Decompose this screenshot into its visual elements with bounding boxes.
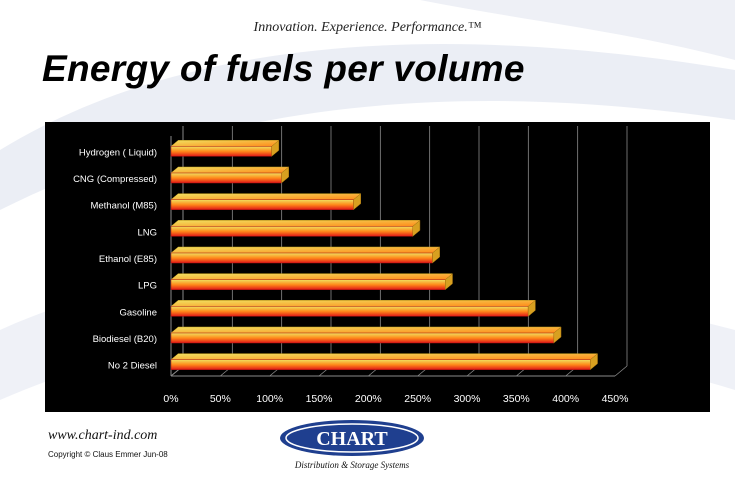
copyright-notice: Copyright © Claus Emmer Jun-08 [48,450,168,459]
x-tick-label: 50% [210,393,231,405]
bar [170,199,354,210]
bar [170,252,433,264]
page-title: Energy of fuels per volume [42,48,525,89]
tagline: Innovation. Experience. Performance.™ [253,20,482,35]
category-label: LPG [138,281,157,292]
bar-end-face [527,299,536,317]
x-tick-label: 250% [404,393,431,405]
bar [170,332,555,344]
bar-chart: 0% 50% 100% 150% 200% 250% 300% 350% 400% 450% Hyd… [73,126,629,405]
bar-end-face [445,273,453,291]
bar-end-face [281,166,289,184]
x-tick-label: 350% [503,393,530,405]
bar-end-face [553,326,562,344]
bar [170,279,446,290]
category-label: Biodiesel (B20) [93,334,157,345]
chart-logo: CHART [280,420,424,456]
x-tick-label: 150% [306,393,333,405]
logo-text: CHART [316,428,388,450]
bar-top-face [170,193,362,200]
x-tick-label: 450% [602,393,629,405]
bar-top-face [170,326,562,334]
gridline-floor [614,365,628,377]
website-link[interactable]: www.chart-ind.com [48,428,158,443]
x-tick-label: 300% [454,393,481,405]
category-label: No 2 Diesel [108,361,157,372]
bar [170,359,591,370]
x-tick-label: 200% [355,393,382,405]
bar-end-face [412,219,421,237]
bar-end-face [590,353,598,371]
logo-subtitle: Distribution & Storage Systems [294,460,410,470]
bar-top-face [170,166,290,174]
bar-top-face [170,300,537,307]
bar [170,226,413,237]
chart-panel: 0% 50% 100% 150% 200% 250% 300% 350% 400% 450% Hyd… [45,122,710,412]
bar [170,172,282,184]
bar [170,146,272,157]
x-tick-label: 100% [256,393,283,405]
bar-top-face [170,246,441,254]
bar-top-face [170,140,280,147]
x-tick-label: 0% [163,393,178,405]
category-label: CNG (Compressed) [73,174,157,185]
bar-top-face [170,353,599,360]
category-label: Methanol (M85) [90,201,157,212]
bar-end-face [353,193,361,211]
x-tick-label: 400% [552,393,579,405]
category-label: Hydrogen ( Liquid) [79,147,157,158]
category-label: Ethanol (E85) [99,254,157,265]
category-label: Gasoline [120,307,158,318]
category-label: LNG [137,227,157,238]
bar-end-face [271,139,280,157]
bar-top-face [170,220,421,227]
bar [170,306,529,317]
bar-top-face [170,273,454,280]
bar-end-face [432,246,440,264]
